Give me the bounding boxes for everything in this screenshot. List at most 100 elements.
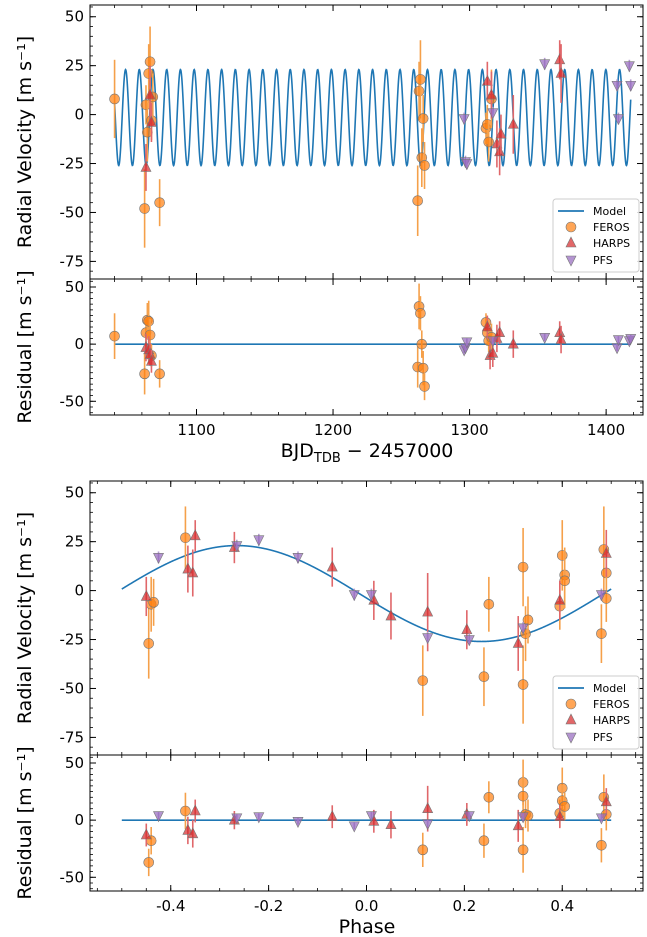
xlabel-time-rest: − 2457000 bbox=[341, 440, 454, 462]
legend-frame bbox=[552, 198, 640, 273]
y-tick-label: 0 bbox=[74, 106, 84, 124]
legend-feros-label: FEROS bbox=[593, 221, 630, 234]
point-harps bbox=[326, 810, 338, 822]
point-pfs bbox=[487, 336, 499, 348]
point-harps bbox=[189, 529, 201, 541]
y-tick-label: -50 bbox=[60, 679, 85, 697]
legend-top: Model FEROS HARPS PFS bbox=[552, 198, 640, 273]
point-harps bbox=[555, 66, 567, 78]
point-harps bbox=[485, 88, 497, 100]
x-tick-label: 0.0 bbox=[355, 897, 379, 915]
x-tick-label: 1400 bbox=[587, 421, 625, 439]
point-harps bbox=[182, 562, 194, 574]
point-feros bbox=[559, 575, 570, 587]
y-tick-label: -50 bbox=[60, 203, 85, 221]
point-harps bbox=[145, 354, 157, 366]
point-harps bbox=[554, 53, 566, 65]
point-pfs bbox=[623, 61, 635, 73]
point-feros bbox=[417, 113, 429, 124]
point-pfs bbox=[625, 334, 637, 346]
point-feros bbox=[478, 671, 490, 683]
point-harps bbox=[554, 810, 566, 822]
y-tick-label: -50 bbox=[60, 868, 85, 886]
point-feros bbox=[144, 56, 156, 68]
point-pfs bbox=[231, 541, 243, 553]
point-harps bbox=[554, 593, 566, 605]
point-feros bbox=[109, 330, 120, 342]
point-feros bbox=[559, 801, 570, 812]
point-harps bbox=[494, 145, 506, 157]
point-harps bbox=[512, 819, 524, 831]
legend-pfs-label: PFS bbox=[593, 254, 613, 267]
point-feros bbox=[417, 362, 429, 374]
point-pfs bbox=[461, 159, 473, 171]
point-pfs bbox=[348, 590, 360, 602]
point-harps bbox=[385, 609, 397, 621]
point-feros bbox=[139, 368, 150, 380]
point-feros bbox=[415, 74, 426, 85]
x-tick-label: -0.2 bbox=[254, 897, 283, 915]
point-feros bbox=[154, 197, 165, 208]
point-feros bbox=[415, 307, 426, 319]
x-tick-label: -0.4 bbox=[156, 897, 185, 915]
point-pfs bbox=[463, 635, 475, 647]
point-pfs bbox=[517, 623, 529, 635]
y-tick-label: 0 bbox=[74, 582, 84, 600]
x-tick-label: 1100 bbox=[177, 421, 215, 439]
point-harps bbox=[182, 823, 194, 835]
point-harps bbox=[187, 566, 199, 578]
point-harps bbox=[140, 589, 152, 601]
y-tick-label: 50 bbox=[65, 278, 84, 296]
point-harps bbox=[554, 326, 566, 338]
point-harps bbox=[461, 623, 473, 635]
y-tick-label: -50 bbox=[60, 392, 85, 410]
point-harps bbox=[326, 560, 338, 572]
y-tick-label: 25 bbox=[65, 57, 84, 75]
legend-feros-marker bbox=[565, 698, 577, 710]
point-feros bbox=[483, 791, 495, 803]
point-harps bbox=[422, 605, 434, 617]
point-pfs bbox=[292, 816, 304, 828]
point-feros bbox=[143, 315, 155, 327]
point-pfs bbox=[517, 812, 529, 824]
point-harps bbox=[385, 818, 397, 830]
legend-frame bbox=[552, 675, 640, 750]
point-harps bbox=[481, 320, 493, 332]
point-pfs bbox=[595, 813, 607, 825]
point-feros bbox=[517, 790, 529, 802]
point-harps bbox=[140, 160, 152, 172]
point-feros bbox=[139, 203, 150, 214]
point-pfs bbox=[595, 590, 607, 602]
point-feros bbox=[419, 381, 430, 392]
y-tick-label: -75 bbox=[60, 728, 85, 746]
x-tick-label: 1200 bbox=[314, 421, 352, 439]
point-pfs bbox=[365, 590, 377, 602]
y-tick-label: 50 bbox=[65, 754, 84, 772]
point-pfs bbox=[231, 813, 243, 825]
point-pfs bbox=[461, 337, 473, 349]
point-feros bbox=[483, 136, 495, 148]
y-tick-label: 0 bbox=[74, 811, 84, 829]
panel-frame bbox=[89, 278, 644, 416]
point-harps bbox=[144, 88, 156, 100]
xlabel-phase: Phase bbox=[339, 916, 396, 937]
y-tick-label: -25 bbox=[60, 631, 85, 649]
point-harps bbox=[140, 828, 152, 840]
point-harps bbox=[481, 74, 493, 86]
y-tick-label: -25 bbox=[60, 155, 85, 173]
point-feros bbox=[596, 839, 607, 851]
point-feros bbox=[417, 675, 429, 686]
point-harps bbox=[487, 346, 499, 358]
model-curve bbox=[113, 68, 632, 168]
point-feros bbox=[109, 93, 120, 105]
point-feros bbox=[419, 160, 430, 171]
point-pfs bbox=[539, 59, 551, 71]
x-tick-label: 0.2 bbox=[452, 897, 476, 915]
point-feros bbox=[143, 638, 155, 649]
ylabel-rv-bottom: Radial Velocity [m s⁻¹] bbox=[14, 512, 36, 724]
legend-bottom: Model FEROS HARPS PFS bbox=[552, 675, 640, 750]
point-pfs bbox=[611, 343, 623, 355]
point-pfs bbox=[292, 553, 304, 564]
point-pfs bbox=[463, 811, 475, 823]
x-tick-label: 0.4 bbox=[550, 897, 574, 915]
